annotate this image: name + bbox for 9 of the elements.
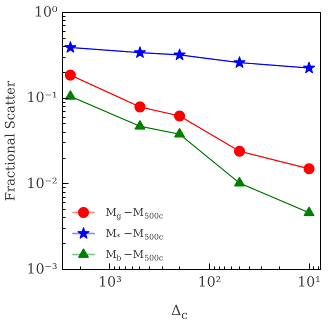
y-tick-label: 10⁻³ [26,262,58,278]
y-tick-label: 10⁰ [34,4,58,20]
y-axis-title: Fractional Scatter [4,80,19,202]
y-tick-label: 10⁻² [26,176,58,192]
x-tick-label: 10² [198,274,222,290]
y-tick-label: 10⁻¹ [26,90,58,106]
x-tick-label: 10¹ [297,274,321,290]
x-axis-title: Δ$_{c}$ [171,303,188,323]
x-tick-label: 10³ [98,274,122,290]
